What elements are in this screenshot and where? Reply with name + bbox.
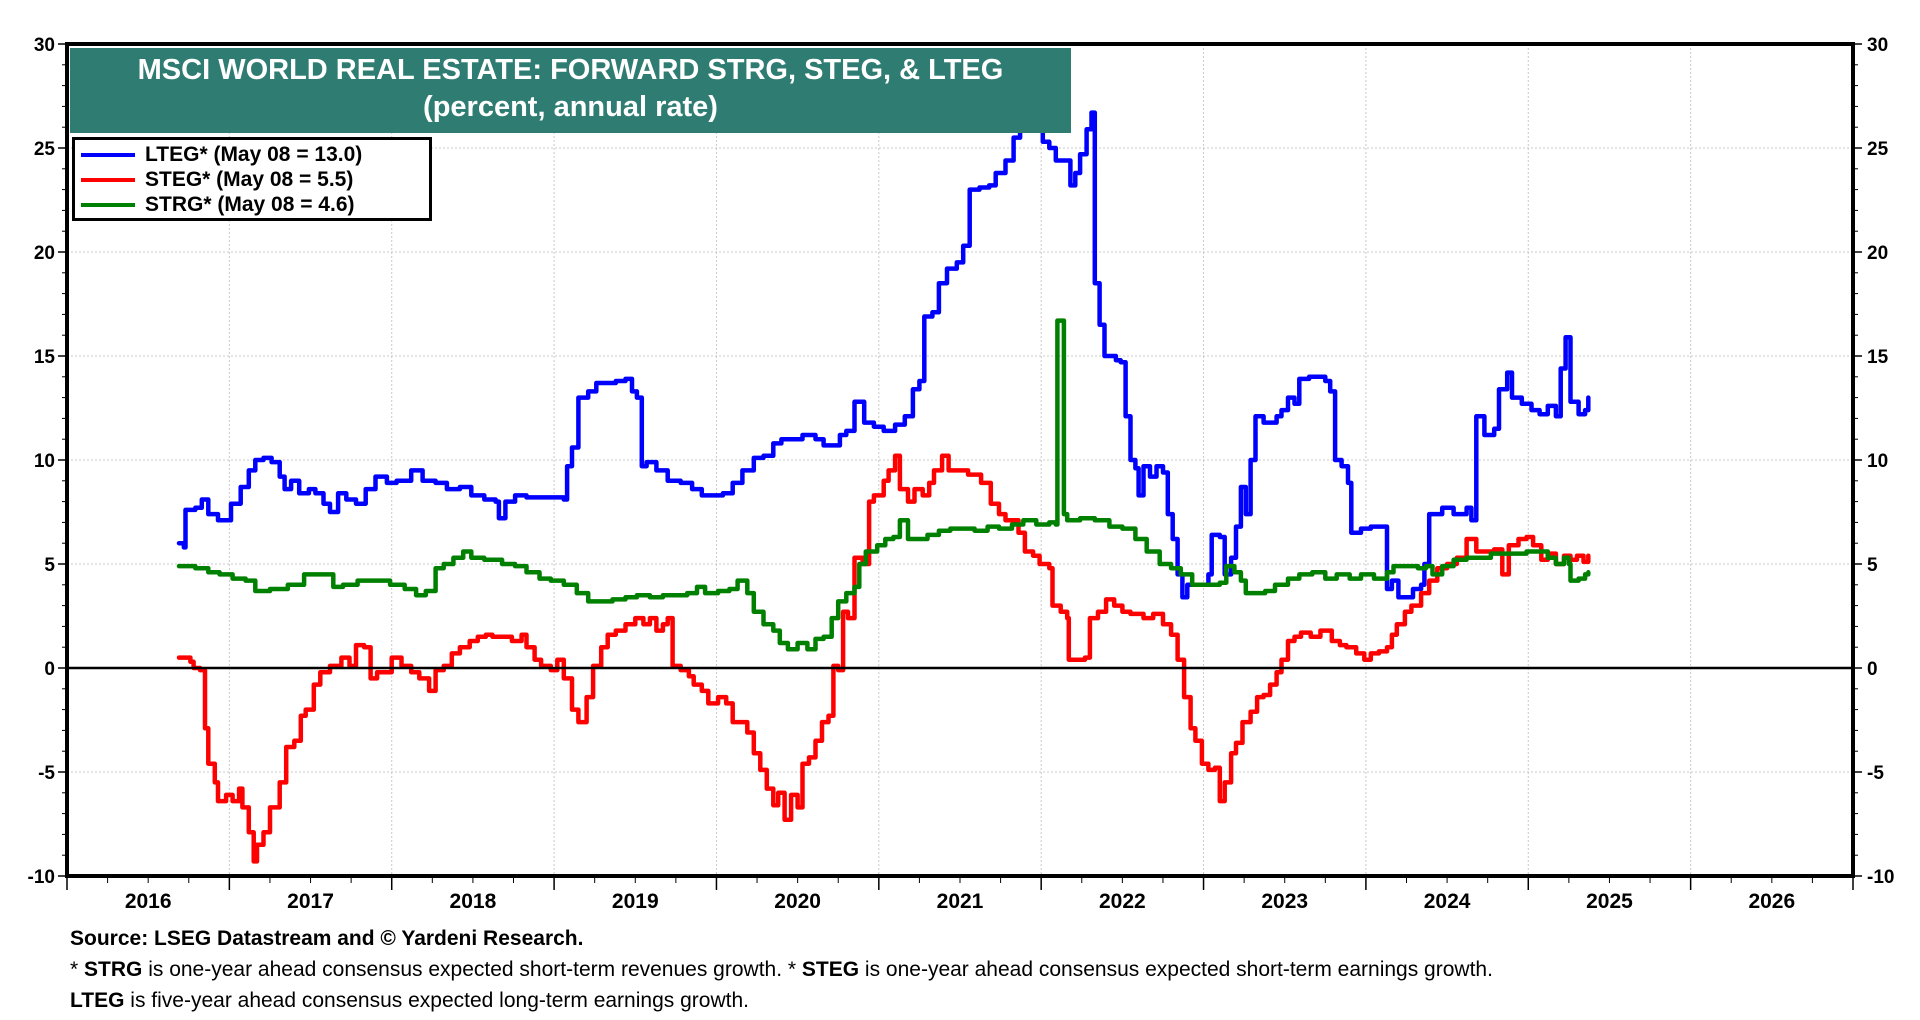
y-tick-label-right: 30 bbox=[1867, 35, 1888, 56]
footnote-strg-text: is one-year ahead consensus expected sho… bbox=[142, 958, 802, 981]
x-tick-label: 2021 bbox=[937, 890, 984, 913]
legend-swatch-lteg bbox=[81, 153, 135, 157]
x-tick-label: 2016 bbox=[125, 890, 172, 913]
x-tick-label: 2020 bbox=[774, 890, 821, 913]
footnote-definition-lteg: LTEG is five-year ahead consensus expect… bbox=[70, 987, 1493, 1018]
series-line-strg bbox=[176, 318, 1591, 652]
y-tick-label-left: 10 bbox=[34, 451, 55, 472]
legend-item-strg: STRG* (May 08 = 4.6) bbox=[81, 192, 355, 218]
chart-title-box: MSCI WORLD REAL ESTATE: FORWARD STRG, ST… bbox=[70, 48, 1071, 133]
legend-swatch-strg bbox=[81, 203, 135, 207]
footnote-prefix: * bbox=[70, 958, 85, 981]
y-tick-label-right: 0 bbox=[1867, 659, 1878, 680]
footnote-steg-text: is one-year ahead consensus expected sho… bbox=[859, 958, 1493, 981]
y-tick-label-right: 15 bbox=[1867, 347, 1889, 368]
legend-label-lteg: LTEG* (May 08 = 13.0) bbox=[145, 143, 363, 166]
legend: LTEG* (May 08 = 13.0) STEG* (May 08 = 5.… bbox=[72, 137, 432, 221]
x-tick-label: 2017 bbox=[287, 890, 334, 913]
series-line-lteg bbox=[176, 110, 1591, 600]
y-tick-label-left: 0 bbox=[44, 659, 55, 680]
y-tick-label-right: -10 bbox=[1867, 867, 1894, 888]
series-line-steg bbox=[176, 453, 1591, 864]
footnotes: Source: LSEG Datastream and © Yardeni Re… bbox=[70, 925, 1493, 1018]
footnote-term-strg: STRG bbox=[84, 958, 143, 981]
legend-swatch-steg bbox=[81, 178, 135, 182]
footnote-source: Source: LSEG Datastream and © Yardeni Re… bbox=[70, 927, 584, 950]
y-tick-label-right: 20 bbox=[1867, 243, 1888, 264]
y-tick-label-left: -10 bbox=[28, 867, 55, 888]
y-tick-label-left: 20 bbox=[34, 243, 55, 264]
footnote-term-steg: STEG bbox=[801, 958, 860, 981]
y-tick-label-right: 25 bbox=[1867, 139, 1889, 160]
x-tick-label: 2023 bbox=[1261, 890, 1308, 913]
chart-title: MSCI WORLD REAL ESTATE: FORWARD STRG, ST… bbox=[137, 54, 1004, 86]
y-tick-label-left: 25 bbox=[34, 139, 56, 160]
footnote-definitions-short: * STRG is one-year ahead consensus expec… bbox=[70, 956, 1493, 987]
footnote-lteg-text: is five-year ahead consensus expected lo… bbox=[124, 989, 749, 1012]
x-tick-label: 2018 bbox=[450, 890, 497, 913]
y-tick-label-right: 10 bbox=[1867, 451, 1888, 472]
legend-label-steg: STEG* (May 08 = 5.5) bbox=[145, 168, 354, 191]
chart-subtitle: (percent, annual rate) bbox=[423, 91, 718, 123]
x-tick-label: 2022 bbox=[1099, 890, 1146, 913]
y-tick-label-right: 5 bbox=[1867, 555, 1878, 576]
x-tick-label: 2025 bbox=[1586, 890, 1633, 913]
y-tick-label-left: 15 bbox=[34, 347, 56, 368]
y-tick-label-left: 5 bbox=[44, 555, 55, 576]
series-layer bbox=[176, 110, 1591, 864]
footnote-term-lteg: LTEG bbox=[70, 989, 125, 1012]
x-tick-label: 2024 bbox=[1424, 890, 1471, 913]
legend-item-steg: STEG* (May 08 = 5.5) bbox=[81, 167, 353, 193]
y-tick-label-left: -5 bbox=[38, 763, 55, 784]
x-tick-label: 2019 bbox=[612, 890, 659, 913]
y-tick-label-right: -5 bbox=[1867, 763, 1884, 784]
y-tick-label-left: 30 bbox=[34, 35, 55, 56]
legend-label-strg: STRG* (May 08 = 4.6) bbox=[145, 193, 355, 216]
legend-item-lteg: LTEG* (May 08 = 13.0) bbox=[81, 142, 362, 168]
x-tick-label: 2026 bbox=[1748, 890, 1795, 913]
